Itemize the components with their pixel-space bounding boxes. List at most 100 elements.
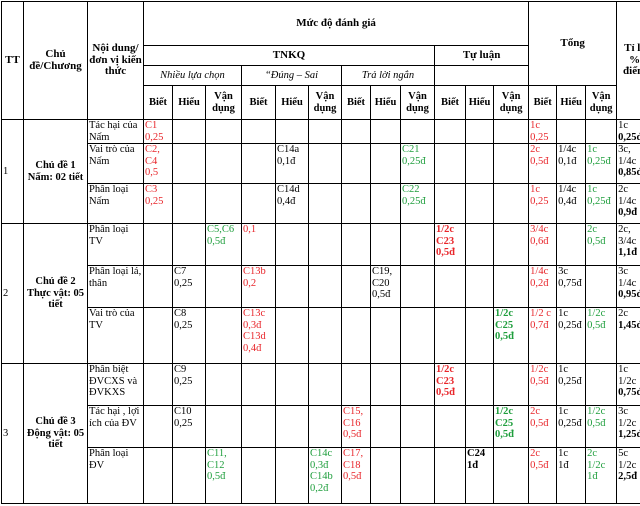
matrix-cell bbox=[241, 363, 276, 406]
table-row: Phân loại ĐV C11, C12 0,5đ C14c 0,3đ C14b 0,2đ C… bbox=[2, 447, 640, 504]
cell-line: C5,C6 bbox=[207, 224, 235, 236]
cell-line: 0,5đ bbox=[495, 331, 514, 342]
matrix-cell bbox=[400, 223, 435, 266]
matrix-cell: 2c 0,5đ bbox=[528, 143, 558, 184]
cell-line: 1/2c bbox=[618, 417, 637, 429]
matrix-cell: 1/2c C25 0,5đ bbox=[492, 307, 530, 364]
cell-line: 0,3đ bbox=[310, 459, 329, 471]
cell-line: 0,3đ bbox=[243, 319, 262, 331]
cell-line: C17, bbox=[343, 448, 364, 460]
percent-cell: 5c 1/2c 2,5đ bbox=[616, 447, 640, 504]
cell-line: 1c bbox=[530, 120, 541, 132]
matrix-cell bbox=[465, 183, 494, 224]
matrix-cell: 1c 0,25 bbox=[528, 119, 558, 144]
matrix-cell bbox=[465, 307, 494, 364]
matrix-cell: C22 0,25đ bbox=[400, 183, 435, 224]
cell-line: 0,5đ bbox=[207, 471, 226, 482]
cell-line: 0,25đ bbox=[618, 131, 640, 143]
header-chapter: Chủ đề/Chương bbox=[23, 1, 88, 120]
cell-line: 3c bbox=[618, 406, 629, 418]
matrix-cell bbox=[241, 405, 276, 448]
matrix-cell bbox=[275, 223, 309, 266]
header-percent: Tỉ lệ % điểm bbox=[616, 1, 640, 120]
content-cell: Phân loại Nấm bbox=[87, 183, 144, 224]
matrix-cell bbox=[341, 183, 371, 224]
cell-line: 2c bbox=[530, 144, 541, 156]
matrix-cell: C10 0,25 bbox=[172, 405, 206, 448]
matrix-cell bbox=[370, 447, 401, 504]
percent-cell: 3c, 1/4c 0,85đ bbox=[616, 143, 640, 184]
cell-line: 0,5đ bbox=[587, 417, 606, 429]
level-header-vandung: Vận dụng bbox=[308, 85, 342, 120]
cell-line: 1/2 c bbox=[530, 308, 551, 320]
matrix-cell bbox=[172, 183, 206, 224]
matrix-cell bbox=[275, 307, 309, 364]
matrix-cell: C17, C18 0,5đ bbox=[341, 447, 371, 504]
matrix-cell bbox=[370, 405, 401, 448]
matrix-cell bbox=[308, 307, 342, 364]
cell-line: 0,25 bbox=[174, 375, 193, 387]
cell-line: 0,25đ bbox=[558, 319, 582, 331]
cell-line: 1/4c bbox=[530, 266, 549, 278]
cell-line: C16 bbox=[343, 417, 361, 429]
cell-line: 3c, bbox=[618, 144, 631, 156]
matrix-cell bbox=[492, 363, 530, 406]
matrix-cell: 1/2c C23 0,5đ bbox=[434, 223, 466, 266]
level-header-biet: Biết bbox=[434, 85, 466, 120]
cell-line: 0,5đ bbox=[530, 375, 549, 387]
cell-line: 0,25 bbox=[174, 277, 193, 289]
content-cell: Tác hại của Nấm bbox=[87, 119, 144, 144]
matrix-cell: C8 0,25 bbox=[172, 307, 206, 364]
percent-cell: 1c 1/2c 0,75đ bbox=[616, 363, 640, 406]
cell-line: C9 bbox=[174, 364, 187, 376]
matrix-cell bbox=[341, 363, 371, 406]
matrix-cell bbox=[275, 447, 309, 504]
level-header-hieu: Hiểu bbox=[172, 85, 206, 120]
matrix-cell: C11, C12 0,5đ bbox=[205, 447, 242, 504]
cell-line: 0,5đ bbox=[530, 417, 549, 429]
matrix-cell bbox=[492, 447, 530, 504]
matrix-cell: 3c 0,75đ bbox=[556, 265, 587, 308]
cell-line: 0,25 bbox=[174, 417, 193, 429]
matrix-cell bbox=[241, 143, 276, 184]
level-header-hieu: Hiểu bbox=[556, 85, 587, 120]
matrix-cell bbox=[341, 119, 371, 144]
matrix-cell bbox=[308, 143, 342, 184]
matrix-cell bbox=[370, 363, 401, 406]
table-row: 2 Chủ đề 2 Thực vật: 05 tiết Phân loại TV C… bbox=[1, 223, 640, 364]
content-cell: Phân loại TV bbox=[87, 223, 144, 266]
cell-line: C20 bbox=[372, 277, 390, 289]
cell-line: C15, bbox=[343, 406, 364, 418]
cell-line: 0,5đ bbox=[587, 235, 606, 247]
matrix-cell bbox=[172, 447, 206, 504]
matrix-cell bbox=[400, 447, 435, 504]
matrix-cell bbox=[400, 363, 435, 406]
cell-line: 0,5đ bbox=[343, 429, 362, 440]
percent-cell: 3c 1/2c 1,25đ bbox=[616, 405, 640, 448]
matrix-cell bbox=[172, 143, 206, 184]
cell-line: C25 bbox=[495, 319, 514, 331]
matrix-cell bbox=[275, 265, 309, 308]
matrix-cell bbox=[241, 183, 276, 224]
matrix-cell bbox=[434, 119, 466, 144]
cell-line: 1/2c bbox=[436, 224, 455, 236]
cell-line: 1/4c bbox=[558, 144, 577, 156]
cell-line: 3/4c bbox=[618, 235, 637, 247]
matrix-cell bbox=[400, 265, 435, 308]
table-row: 3 Chủ đề 3 Động vật: 05 tiết Phân biệt ĐVC… bbox=[1, 363, 640, 504]
percent-cell: 3c 1/4c 0,95đ bbox=[616, 265, 640, 308]
matrix-cell: C1 0,25 bbox=[143, 119, 173, 144]
cell-line: C13d bbox=[243, 331, 266, 342]
cell-line: 0,25 bbox=[530, 195, 549, 207]
cell-line: 0,5đ bbox=[530, 155, 549, 167]
matrix-cell: 1/2c C23 0,5đ bbox=[434, 363, 466, 406]
cell-line: C23 bbox=[436, 235, 455, 247]
matrix-cell bbox=[492, 265, 530, 308]
cell-line: C3 bbox=[145, 184, 158, 196]
cell-line: 3c bbox=[618, 266, 629, 278]
level-header-hieu: Hiểu bbox=[275, 85, 309, 120]
matrix-cell bbox=[241, 447, 276, 504]
cell-line: 2c, bbox=[618, 224, 631, 236]
content-cell: Vai trò của TV bbox=[87, 307, 144, 364]
matrix-cell: 1/2c 0,5đ bbox=[585, 405, 618, 448]
